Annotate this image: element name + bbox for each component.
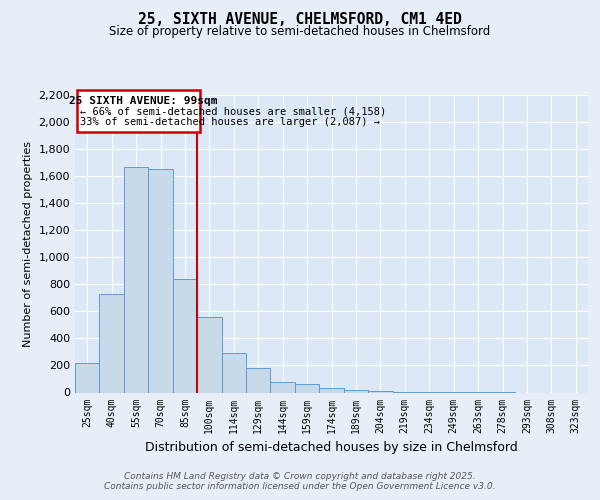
Text: ← 66% of semi-detached houses are smaller (4,158): ← 66% of semi-detached houses are smalle… — [80, 106, 386, 117]
Text: 33% of semi-detached houses are larger (2,087) →: 33% of semi-detached houses are larger (… — [80, 118, 380, 128]
Bar — [75, 363, 100, 392]
Bar — [295, 384, 319, 392]
Bar — [344, 390, 368, 392]
Bar — [100, 294, 124, 392]
Text: Contains HM Land Registry data © Crown copyright and database right 2025.: Contains HM Land Registry data © Crown c… — [124, 472, 476, 481]
Bar — [271, 382, 295, 392]
Y-axis label: Number of semi-detached properties: Number of semi-detached properties — [23, 141, 33, 347]
Bar — [124, 166, 148, 392]
FancyBboxPatch shape — [77, 90, 200, 132]
Bar — [221, 354, 246, 393]
Bar — [148, 170, 173, 392]
Bar — [197, 317, 221, 392]
Text: Size of property relative to semi-detached houses in Chelmsford: Size of property relative to semi-detach… — [109, 25, 491, 38]
Bar — [246, 368, 271, 392]
Bar — [319, 388, 344, 392]
X-axis label: Distribution of semi-detached houses by size in Chelmsford: Distribution of semi-detached houses by … — [145, 441, 518, 454]
Text: 25, SIXTH AVENUE, CHELMSFORD, CM1 4ED: 25, SIXTH AVENUE, CHELMSFORD, CM1 4ED — [138, 12, 462, 28]
Bar — [173, 279, 197, 392]
Text: 25 SIXTH AVENUE: 99sqm: 25 SIXTH AVENUE: 99sqm — [69, 96, 218, 106]
Text: Contains public sector information licensed under the Open Government Licence v3: Contains public sector information licen… — [104, 482, 496, 491]
